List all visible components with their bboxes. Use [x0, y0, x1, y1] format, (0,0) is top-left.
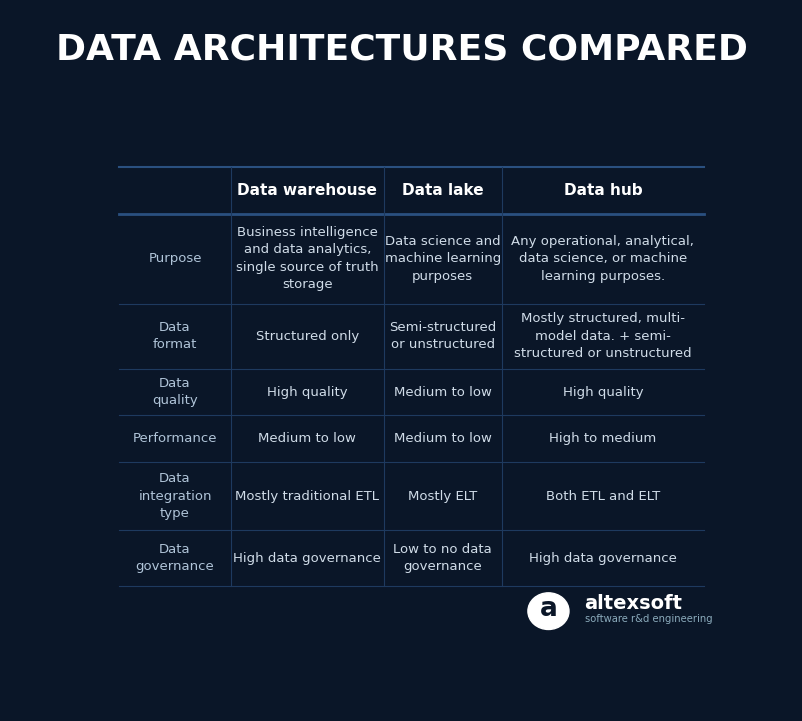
- Text: Medium to low: Medium to low: [258, 432, 356, 445]
- Text: Data
quality: Data quality: [152, 377, 197, 407]
- Text: Structured only: Structured only: [255, 329, 358, 342]
- Text: Data
format: Data format: [152, 321, 197, 351]
- Text: Data hub: Data hub: [563, 183, 642, 198]
- Text: Business intelligence
and data analytics,
single source of truth
storage: Business intelligence and data analytics…: [236, 226, 378, 291]
- Text: High data governance: High data governance: [529, 552, 676, 565]
- Circle shape: [527, 593, 569, 629]
- Text: Data
integration
type: Data integration type: [138, 472, 212, 520]
- Text: software r&d engineering: software r&d engineering: [584, 614, 711, 624]
- Text: Data science and
machine learning
purposes: Data science and machine learning purpos…: [384, 234, 500, 283]
- Text: Mostly traditional ETL: Mostly traditional ETL: [235, 490, 379, 503]
- Text: Mostly ELT: Mostly ELT: [407, 490, 476, 503]
- Text: DATA ARCHITECTURES COMPARED: DATA ARCHITECTURES COMPARED: [55, 32, 747, 66]
- Text: High quality: High quality: [562, 386, 642, 399]
- Text: Data
governance: Data governance: [136, 543, 214, 573]
- Text: Both ETL and ELT: Both ETL and ELT: [545, 490, 659, 503]
- Text: Purpose: Purpose: [148, 252, 201, 265]
- Text: High to medium: High to medium: [549, 432, 656, 445]
- Text: High data governance: High data governance: [233, 552, 381, 565]
- Text: Performance: Performance: [132, 432, 217, 445]
- Text: altexsoft: altexsoft: [584, 594, 682, 614]
- Text: High quality: High quality: [266, 386, 347, 399]
- Text: Any operational, analytical,
data science, or machine
learning purposes.: Any operational, analytical, data scienc…: [511, 234, 694, 283]
- Text: Medium to low: Medium to low: [393, 386, 491, 399]
- Text: Data lake: Data lake: [401, 183, 483, 198]
- Text: Low to no data
governance: Low to no data governance: [393, 543, 492, 573]
- Text: Medium to low: Medium to low: [393, 432, 491, 445]
- Text: a: a: [539, 596, 557, 622]
- Text: Mostly structured, multi-
model data. + semi-
structured or unstructured: Mostly structured, multi- model data. + …: [513, 312, 691, 360]
- Text: Data warehouse: Data warehouse: [237, 183, 377, 198]
- Text: Semi-structured
or unstructured: Semi-structured or unstructured: [388, 321, 496, 351]
